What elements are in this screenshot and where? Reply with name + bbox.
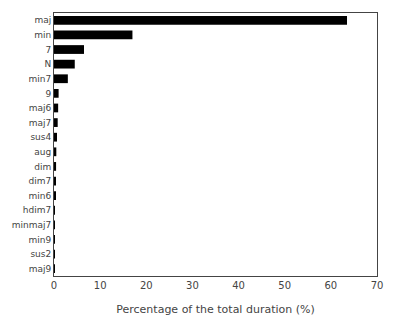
svg-text:min7: min7: [28, 74, 51, 84]
svg-text:sus4: sus4: [30, 132, 51, 142]
svg-text:0: 0: [51, 280, 57, 291]
svg-text:dim7: dim7: [28, 176, 51, 186]
svg-text:hdim7: hdim7: [23, 205, 51, 215]
svg-text:maj7: maj7: [29, 118, 52, 128]
svg-text:7: 7: [45, 45, 51, 55]
svg-text:min: min: [34, 30, 51, 40]
svg-text:10: 10: [94, 280, 107, 291]
svg-text:min6: min6: [28, 191, 51, 201]
svg-text:30: 30: [186, 280, 199, 291]
svg-text:9: 9: [45, 89, 51, 99]
svg-text:maj9: maj9: [29, 264, 52, 274]
svg-text:20: 20: [140, 280, 153, 291]
svg-text:70: 70: [371, 280, 384, 291]
svg-text:maj: maj: [34, 15, 51, 25]
svg-text:50: 50: [278, 280, 291, 291]
svg-text:40: 40: [232, 280, 245, 291]
svg-text:sus2: sus2: [30, 249, 51, 259]
svg-text:maj6: maj6: [29, 103, 52, 113]
svg-text:min9: min9: [28, 235, 51, 245]
svg-text:N: N: [44, 59, 51, 69]
svg-text:dim: dim: [34, 162, 51, 172]
svg-text:minmaj7: minmaj7: [12, 220, 51, 230]
svg-text:60: 60: [324, 280, 337, 291]
svg-text:Percentage of the total durati: Percentage of the total duration (%): [116, 303, 315, 316]
svg-text:aug: aug: [34, 147, 51, 157]
